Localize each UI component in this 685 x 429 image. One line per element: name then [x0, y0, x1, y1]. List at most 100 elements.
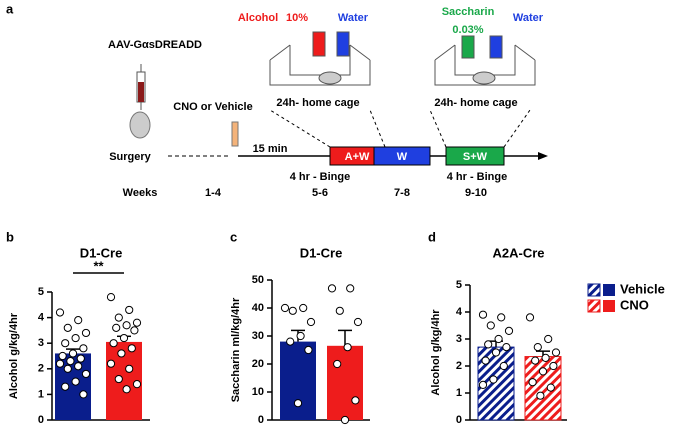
treatment-label: CNO or Vehicle [173, 101, 252, 113]
data-point [351, 396, 360, 405]
data-point [536, 391, 545, 400]
y-tick-label: 1 [456, 387, 462, 399]
data-point [299, 303, 308, 313]
data-point [286, 337, 295, 346]
data-point [288, 306, 297, 315]
data-point [304, 345, 313, 355]
bottle-label: 0.03% [452, 24, 483, 36]
y-tick-label: 3 [38, 337, 44, 349]
data-point [58, 351, 67, 361]
data-point [533, 343, 542, 352]
data-point [122, 321, 131, 330]
y-tick-label: 2 [456, 360, 462, 372]
data-point [486, 321, 495, 330]
syringe-icon [129, 64, 239, 147]
session-label: S+W [463, 151, 488, 163]
legend-label: Vehicle [620, 281, 665, 296]
session-note: 4 hr - Binge [447, 171, 508, 183]
data-point [549, 361, 558, 371]
data-point [63, 364, 72, 373]
data-point [494, 334, 503, 344]
legend-swatch [603, 300, 615, 312]
data-point [117, 349, 126, 358]
connector-lines [269, 109, 531, 148]
data-point [327, 284, 337, 293]
chart-title: A2A-Cre [492, 245, 544, 260]
chart-title: D1-Cre [300, 245, 343, 260]
y-tick-label: 4 [456, 306, 463, 318]
bottle-label: 10% [286, 12, 308, 24]
legend-swatch [587, 283, 601, 297]
y-tick-label: 3 [456, 333, 462, 345]
bottle-label: Alcohol [238, 12, 278, 24]
cage-label: 24h- home cage [276, 97, 359, 109]
panel-label: a [6, 1, 14, 16]
y-tick-label: 40 [252, 302, 264, 314]
data-point [63, 323, 72, 332]
panel-label: d [428, 229, 436, 244]
bottle-label: Saccharin [442, 6, 495, 18]
week-range: 7-8 [394, 187, 410, 199]
legend-swatch [587, 299, 601, 313]
arrow-head [538, 152, 548, 160]
cage-label: 24h- home cage [434, 97, 517, 109]
data-point [119, 333, 129, 343]
data-point [130, 326, 139, 335]
data-point [335, 306, 344, 315]
y-tick-label: 4 [38, 312, 45, 324]
data-point [340, 415, 350, 425]
y-tick-label: 2 [38, 363, 44, 375]
bar [327, 345, 363, 420]
data-point [74, 316, 83, 325]
session-label: A+W [345, 151, 370, 163]
data-point [489, 375, 498, 384]
session-note: 4 hr - Binge [290, 171, 351, 183]
y-tick-label: 0 [38, 414, 44, 426]
data-point [306, 317, 316, 327]
data-point [497, 313, 506, 322]
week-range: 5-6 [312, 187, 328, 199]
data-point [79, 344, 88, 353]
data-point [112, 323, 121, 332]
data-point [61, 382, 70, 391]
data-point [528, 378, 537, 387]
vector-label: AAV-GαsDREADD [108, 39, 202, 51]
data-point [79, 390, 88, 399]
data-point [333, 359, 342, 369]
data-point [71, 377, 80, 386]
y-tick-label: 5 [38, 286, 44, 298]
data-point [484, 340, 493, 349]
delay-label: 15 min [253, 143, 288, 155]
data-point [478, 310, 488, 319]
surgery-label: Surgery [109, 151, 151, 163]
data-point [55, 359, 65, 368]
data-point [502, 343, 511, 352]
timeline-diagram: a AAV-GαsDREADD Surgery CNO or Vehicle 1… [6, 1, 548, 199]
panel-label: b [6, 229, 14, 244]
data-point [546, 383, 555, 392]
y-tick-label: 0 [258, 414, 264, 426]
data-point [346, 284, 355, 293]
data-point [541, 353, 550, 362]
data-point [481, 356, 490, 365]
data-point [61, 339, 70, 348]
data-point [343, 343, 352, 352]
data-point [499, 361, 508, 371]
data-point [55, 308, 65, 317]
significance-label: ** [93, 258, 104, 273]
panel-label: c [230, 229, 237, 244]
session-label: W [397, 151, 408, 163]
data-point [478, 380, 488, 389]
data-point [132, 380, 142, 389]
cage-icon [269, 31, 371, 86]
data-point [353, 317, 363, 327]
data-point [125, 364, 134, 373]
y-tick-label: 20 [252, 358, 264, 370]
data-point [114, 313, 123, 322]
data-point [504, 326, 514, 335]
bottle-label: Water [513, 12, 544, 24]
data-point [280, 303, 290, 313]
data-point [525, 313, 535, 322]
data-point [74, 362, 83, 371]
